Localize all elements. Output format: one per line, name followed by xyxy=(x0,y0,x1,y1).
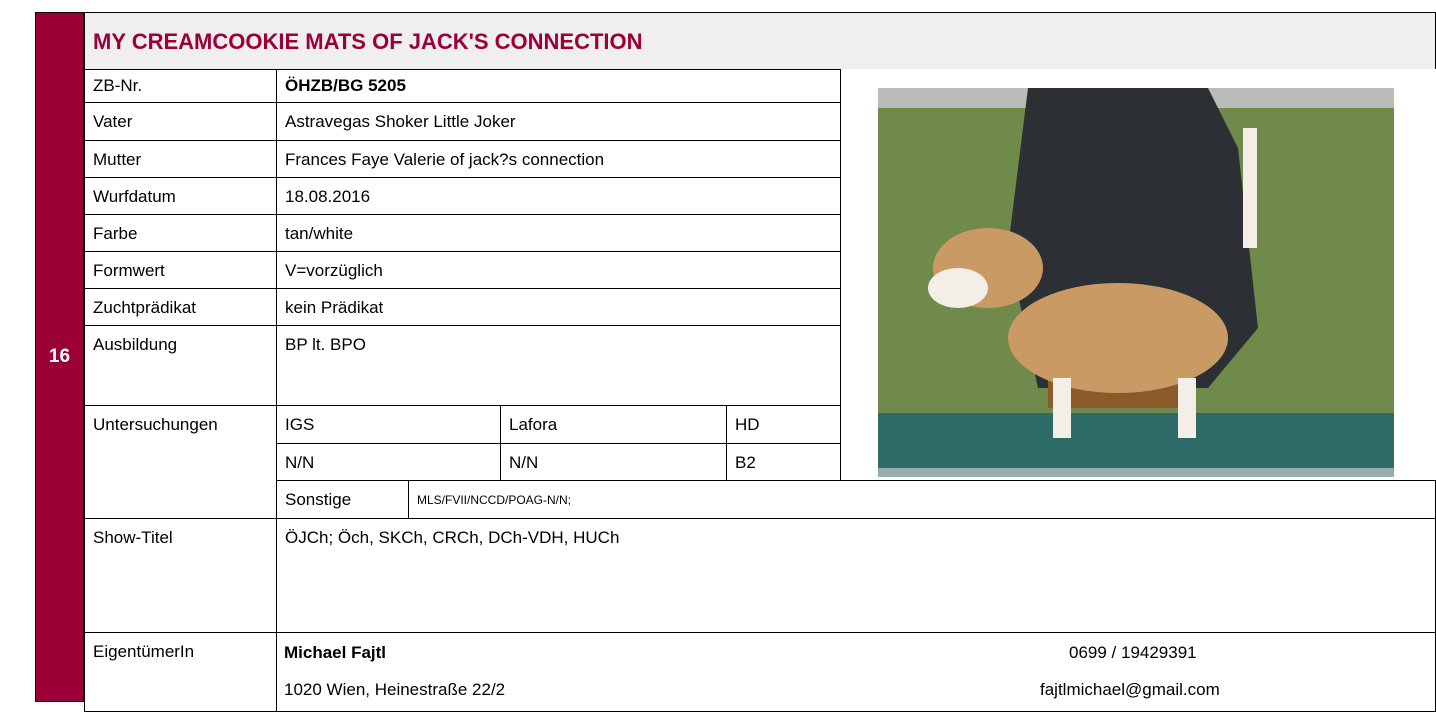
label: EigentümerIn xyxy=(84,632,277,712)
test-value: B2 xyxy=(726,443,841,481)
value: MLS/FVII/NCCD/POAG-N/N; xyxy=(408,480,1436,519)
owner-box xyxy=(276,632,1436,712)
owner-email: fajtlmichael@gmail.com xyxy=(1040,680,1220,699)
label: Sonstige xyxy=(276,480,409,519)
label: Mutter xyxy=(84,140,277,178)
title: MY CREAMCOOKIE MATS OF JACK'S CONNECTION xyxy=(84,12,1436,69)
label: Ausbildung xyxy=(84,325,277,406)
label: Vater xyxy=(84,102,277,141)
value: 18.08.2016 xyxy=(276,177,841,215)
dog-photo xyxy=(878,88,1394,477)
label: Formwert xyxy=(84,251,277,289)
label: Show-Titel xyxy=(84,518,277,633)
label: ZB-Nr. xyxy=(84,69,277,103)
entry-number: 16 xyxy=(48,346,71,367)
value: BP lt. BPO xyxy=(276,325,841,406)
test-header: Lafora xyxy=(500,405,727,444)
value: Frances Faye Valerie of jack?s connectio… xyxy=(276,140,841,178)
value: kein Prädikat xyxy=(276,288,841,326)
value: V=vorzüglich xyxy=(276,251,841,289)
owner-phone: 0699 / 19429391 xyxy=(1069,643,1197,662)
side-bar xyxy=(35,12,84,702)
value: ÖHZB/BG 5205 xyxy=(276,69,841,103)
owner-address: 1020 Wien, Heinestraße 22/2 xyxy=(284,680,506,699)
test-header: IGS xyxy=(276,405,501,444)
value: ÖJCh; Öch, SKCh, CRCh, DCh-VDH, HUCh xyxy=(276,518,1436,633)
test-value: N/N xyxy=(276,443,501,481)
test-header: HD xyxy=(726,405,841,444)
owner-name: Michael Fajtl xyxy=(284,643,387,662)
label: Wurfdatum xyxy=(84,177,277,215)
value: tan/white xyxy=(276,214,841,252)
label: Untersuchungen xyxy=(84,405,277,519)
test-value: N/N xyxy=(500,443,727,481)
value: Astravegas Shoker Little Joker xyxy=(276,102,841,141)
label: Farbe xyxy=(84,214,277,252)
label: Zuchtprädikat xyxy=(84,288,277,326)
